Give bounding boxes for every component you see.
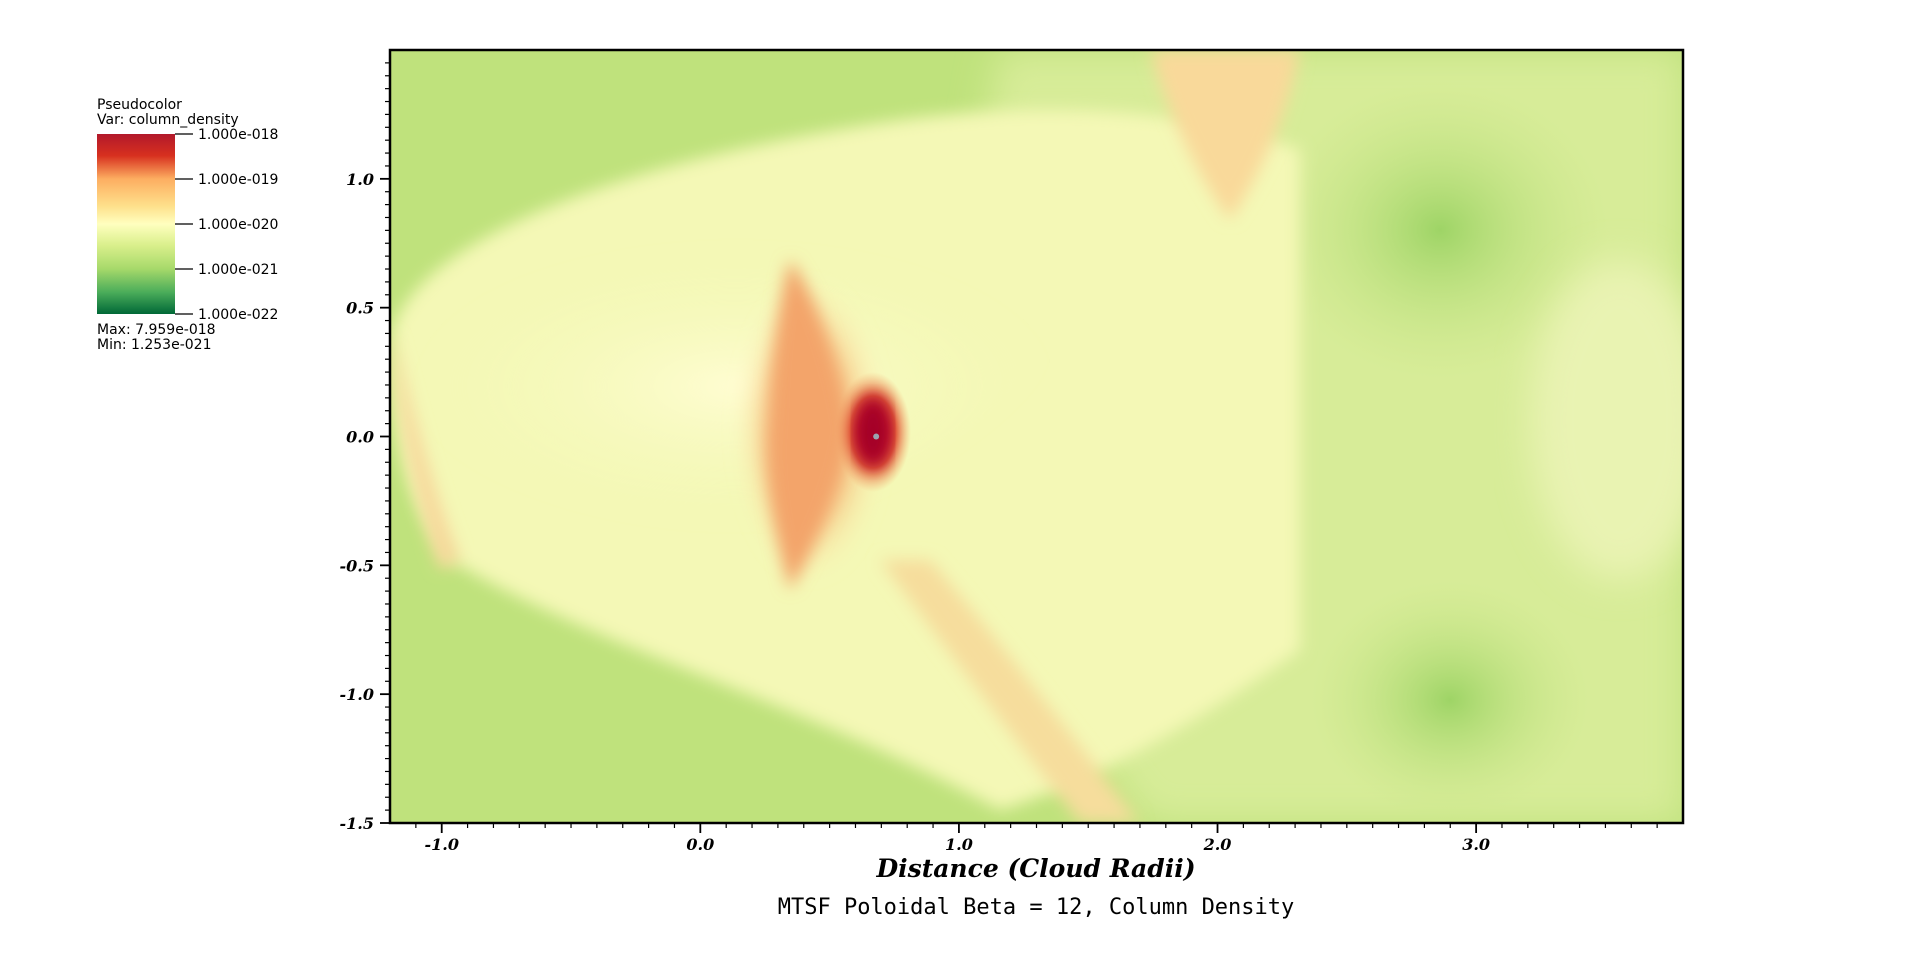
x-minor-ticks xyxy=(415,823,1658,828)
colorbar-tick-label: 1.000e-018 xyxy=(198,127,278,143)
core-marker xyxy=(873,433,880,440)
colorbar-legend: Pseudocolor Var: column_density 1.000e-0… xyxy=(97,97,278,353)
heatmap-image xyxy=(390,50,1683,823)
legend-min: Min: 1.253e-021 xyxy=(97,337,211,353)
colorbar xyxy=(97,134,175,314)
y-tick-label: -1.0 xyxy=(340,685,374,704)
y-axis-ticks: 1.0 0.5 0.0 -0.5 -1.0 -1.5 xyxy=(340,170,390,833)
colorbar-tick-label: 1.000e-022 xyxy=(198,307,278,323)
y-tick-label: 1.0 xyxy=(346,170,374,189)
chart-title: MTSF Poloidal Beta = 12, Column Density xyxy=(778,895,1295,920)
y-tick-label: -1.5 xyxy=(340,814,374,833)
x-axis-title: Distance (Cloud Radii) xyxy=(875,854,1195,883)
legend-title: Pseudocolor xyxy=(97,97,182,113)
y-minor-ticks xyxy=(385,62,390,811)
x-tick-label: 0.0 xyxy=(686,835,714,854)
x-axis-ticks: -1.0 0.0 1.0 2.0 3.0 xyxy=(424,823,1490,854)
x-tick-label: 1.0 xyxy=(945,835,973,854)
colorbar-tick-label: 1.000e-019 xyxy=(198,172,278,188)
colorbar-tick-label: 1.000e-020 xyxy=(198,217,278,233)
x-tick-label: 2.0 xyxy=(1203,835,1232,854)
y-tick-label: 0.0 xyxy=(346,428,374,447)
y-tick-label: -0.5 xyxy=(340,556,374,575)
x-tick-label: -1.0 xyxy=(424,835,458,854)
x-tick-label: 3.0 xyxy=(1462,835,1490,854)
y-tick-label: 0.5 xyxy=(346,299,374,318)
colorbar-tick-label: 1.000e-021 xyxy=(198,262,278,278)
legend-variable: Var: column_density xyxy=(97,112,239,128)
legend-max: Max: 7.959e-018 xyxy=(97,322,216,338)
colorbar-ticks: 1.000e-018 1.000e-019 1.000e-020 1.000e-021… xyxy=(175,127,278,323)
